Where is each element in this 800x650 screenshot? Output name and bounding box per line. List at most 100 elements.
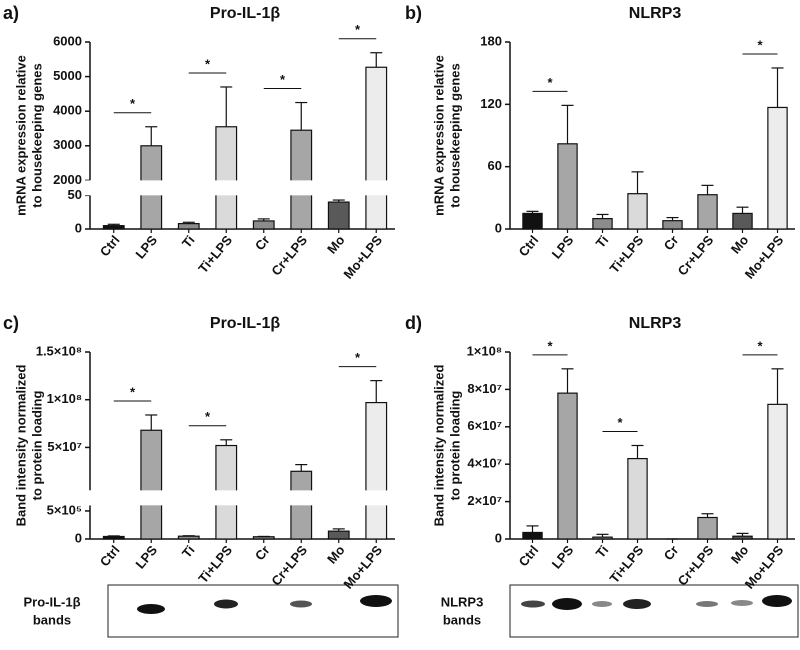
bar: [557, 392, 578, 540]
blot-frame: [509, 584, 799, 638]
y-axis-label: to housekeeping genes: [29, 63, 44, 207]
bar: [557, 143, 578, 230]
panel-label: a): [3, 3, 19, 23]
y-axis-label: Band intensity normalized: [431, 365, 446, 527]
y-tick-label: 0: [495, 220, 502, 235]
panel-label: c): [3, 313, 19, 333]
bar: [140, 429, 163, 540]
blot-left: Pro-IL-1β bands: [23, 584, 399, 638]
panel-label: b): [405, 3, 422, 23]
x-tick-label: Cr: [661, 542, 682, 563]
y-axis-label: to housekeeping genes: [447, 63, 462, 207]
y-tick-label: 2×10⁷: [467, 493, 502, 508]
x-tick-label: Mo+LPS: [340, 542, 385, 591]
y-axis-label: mRNA expression relative: [13, 55, 28, 216]
y-tick-label: 0: [495, 530, 502, 545]
x-tick-label: Ti: [179, 542, 198, 560]
y-tick-label: 6000: [53, 33, 82, 48]
x-tick-label: Ctrl: [97, 232, 123, 259]
bar: [732, 535, 753, 540]
significance-label: *: [130, 384, 136, 399]
band: [360, 595, 392, 607]
x-tick-label: Mo: [324, 232, 348, 256]
x-tick-label: Cr: [252, 542, 273, 563]
band: [552, 598, 582, 610]
band: [137, 604, 165, 614]
bar: [627, 193, 648, 230]
bar: [522, 212, 543, 230]
x-tick-label: Ti: [179, 232, 198, 250]
bar: [177, 223, 200, 230]
x-tick-label: Mo: [728, 542, 752, 566]
bar: [592, 218, 613, 230]
y-axis-label: Band intensity normalized: [13, 365, 28, 527]
x-tick-label: LPS: [132, 542, 160, 571]
chart-title: Pro-IL-1β: [210, 315, 280, 332]
x-tick-label: Cr: [252, 232, 273, 253]
bar: [697, 194, 718, 230]
y-tick-label: 5000: [53, 68, 82, 83]
bar: [662, 220, 683, 230]
y-tick-label: 1.5×10⁸: [36, 343, 82, 358]
blot-right: NLRP3 bands: [441, 584, 799, 638]
x-tick-label: Cr: [661, 232, 682, 253]
bar: [592, 536, 613, 540]
significance-label: *: [205, 56, 211, 71]
x-tick-label: LPS: [549, 542, 577, 571]
chart-title: NLRP3: [629, 315, 682, 332]
bar: [290, 129, 313, 230]
significance-label: *: [355, 350, 361, 365]
x-tick-label: Ti: [593, 542, 612, 560]
band: [521, 600, 545, 608]
y-tick-label: 4×10⁷: [467, 456, 502, 471]
y-tick-label: 1×10⁸: [47, 391, 82, 406]
bar: [327, 201, 350, 230]
significance-label: *: [547, 338, 553, 353]
y-tick-label: 0: [75, 220, 82, 235]
bar: [327, 530, 350, 540]
x-tick-label: Cr+LPS: [675, 542, 717, 588]
x-tick-label: Ti: [593, 232, 612, 250]
x-tick-label: Cr+LPS: [268, 542, 310, 588]
x-tick-label: Ctrl: [516, 232, 542, 259]
x-tick-label: Ti+LPS: [195, 542, 235, 586]
blot-label: Pro-IL-1β: [23, 594, 80, 609]
y-axis-label: to protein loading: [29, 391, 44, 501]
significance-label: *: [757, 338, 763, 353]
y-tick-label: 1×10⁸: [467, 343, 502, 358]
bar: [767, 403, 788, 540]
bar: [102, 535, 125, 540]
significance-label: *: [355, 22, 361, 37]
y-tick-label: 4000: [53, 103, 82, 118]
y-tick-label: 120: [480, 96, 502, 111]
y-tick-label: 2000: [53, 172, 82, 187]
chart-title: Pro-IL-1β: [210, 5, 280, 22]
x-tick-label: LPS: [549, 232, 577, 261]
bar: [177, 535, 200, 540]
x-tick-label: Ti+LPS: [607, 232, 647, 276]
blot-label: NLRP3: [441, 594, 484, 609]
bar: [627, 457, 648, 540]
x-tick-label: Cr+LPS: [675, 232, 717, 278]
axis-break: [82, 180, 395, 196]
y-tick-label: 5×10⁷: [47, 439, 82, 454]
y-tick-label: 6×10⁷: [467, 418, 502, 433]
x-tick-label: LPS: [132, 232, 160, 261]
bar: [732, 212, 753, 230]
bar: [697, 516, 718, 540]
significance-label: *: [617, 415, 623, 430]
significance-label: *: [280, 72, 286, 87]
x-tick-label: Mo: [324, 542, 348, 566]
significance-label: *: [757, 37, 763, 52]
blot-label: bands: [33, 612, 71, 627]
band: [696, 601, 718, 607]
significance-label: *: [130, 96, 136, 111]
significance-label: *: [547, 75, 553, 90]
bar: [365, 66, 388, 230]
y-tick-label: 5×10⁵: [47, 502, 82, 517]
y-axis-label: to protein loading: [447, 391, 462, 501]
x-tick-label: Mo+LPS: [340, 232, 385, 281]
blot-label: bands: [443, 612, 481, 627]
chart-title: NLRP3: [629, 5, 682, 22]
